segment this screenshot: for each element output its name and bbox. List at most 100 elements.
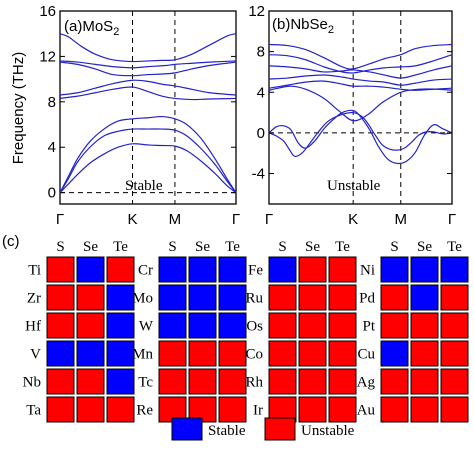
- stability-cell: [188, 312, 217, 339]
- element-label: Ag: [357, 375, 376, 391]
- stability-cell: [188, 284, 217, 311]
- column-header: Te: [447, 239, 462, 255]
- stability-cell: [268, 340, 297, 367]
- stability-cell: [106, 340, 135, 367]
- element-label: Re: [136, 403, 153, 419]
- stability-cell: [158, 368, 187, 395]
- phonon-band-3: [59, 61, 237, 77]
- stability-grid: S Se Te Ti Zr Hf V Nb Ta S Se Te Cr Mo W Mn Tc Re S Se Te Fe R…: [23, 239, 469, 423]
- panel-a: 0 4 8 12 16 Γ K M Γ (a)MoS2 Stable Frequency (T…: [10, 3, 240, 228]
- stability-cell: [158, 340, 187, 367]
- phonon-band-8: [268, 111, 453, 158]
- stability-cell: [380, 396, 409, 423]
- element-label: Cu: [357, 347, 375, 363]
- element-label: Pt: [362, 319, 375, 335]
- stability-cell: [410, 256, 439, 283]
- element-label: Au: [357, 403, 376, 419]
- panel-b-annotation: Unstable: [327, 178, 381, 194]
- panel-a-annotation: Stable: [125, 178, 163, 194]
- stability-cell: [380, 312, 409, 339]
- legend-stable-swatch: [171, 417, 203, 441]
- stability-cell: [218, 284, 247, 311]
- y-tick-label: 4: [257, 84, 265, 101]
- panel-c-label: (c): [2, 233, 20, 250]
- element-label: W: [139, 319, 154, 335]
- column-header: Se: [417, 239, 432, 255]
- stability-cell: [188, 340, 217, 367]
- y-tick-label: 0: [48, 185, 56, 202]
- stability-cell: [298, 396, 327, 423]
- stability-cell: [298, 368, 327, 395]
- stability-cell: [76, 312, 105, 339]
- stability-cell: [106, 312, 135, 339]
- panel-b-label: (b)NbSe2: [272, 16, 334, 36]
- element-label: Fe: [248, 263, 263, 279]
- stability-cell: [46, 340, 75, 367]
- phonon-band-7: [59, 128, 237, 194]
- stability-group-3: S Se Te Fe Ru Os Co Rh Ir: [245, 239, 357, 423]
- stability-cell: [440, 368, 469, 395]
- x-tick-label: Γ: [448, 211, 456, 228]
- y-tick-label: -4: [252, 166, 265, 183]
- panel-a-bands: [59, 33, 237, 194]
- stability-cell: [298, 312, 327, 339]
- stability-cell: [380, 368, 409, 395]
- stability-cell: [440, 256, 469, 283]
- element-label: Ta: [26, 403, 41, 419]
- x-tick-label: Γ: [56, 211, 64, 228]
- stability-cell: [268, 368, 297, 395]
- stability-cell: [298, 284, 327, 311]
- panel-b-guides: [269, 11, 452, 204]
- stability-cell: [46, 396, 75, 423]
- stability-cell: [218, 396, 247, 423]
- stability-cell: [410, 312, 439, 339]
- panel-b: -4 0 4 8 12 Γ K M Γ (b)NbSe2 Unstable: [248, 3, 456, 228]
- x-tick-label: K: [128, 211, 138, 228]
- stability-cell: [158, 284, 187, 311]
- y-axis-label: Frequency (THz): [10, 52, 27, 165]
- stability-cell: [46, 312, 75, 339]
- stability-cell: [268, 284, 297, 311]
- stability-cell: [188, 368, 217, 395]
- y-tick-label: 12: [248, 3, 265, 20]
- phonon-band-6: [59, 115, 237, 193]
- legend-unstable-label: Unstable: [301, 423, 355, 439]
- panel-a-frame: [59, 10, 237, 205]
- legend: Stable Unstable: [171, 417, 355, 441]
- stability-cell: [76, 256, 105, 283]
- element-label: Mo: [132, 291, 153, 307]
- stability-cell: [298, 256, 327, 283]
- panel-b-yticks: -4 0 4 8 12: [248, 3, 452, 183]
- element-label: V: [30, 347, 41, 363]
- phonon-band-4: [268, 74, 453, 86]
- y-tick-label: 16: [39, 3, 56, 20]
- stability-cell: [76, 396, 105, 423]
- phonon-band-5: [59, 86, 237, 101]
- phonon-band-4: [59, 79, 237, 96]
- stability-group-1: S Se Te Ti Zr Hf V Nb Ta: [23, 239, 135, 423]
- element-label: Nb: [23, 375, 41, 391]
- element-label: Ru: [245, 291, 263, 307]
- element-label: Ir: [253, 403, 263, 419]
- stability-cell: [188, 256, 217, 283]
- stability-cell: [268, 256, 297, 283]
- column-header: S: [390, 239, 398, 255]
- stability-cell: [298, 340, 327, 367]
- phonon-band-1: [59, 33, 237, 63]
- stability-cell: [218, 368, 247, 395]
- panel-b-frame: [268, 10, 453, 205]
- stability-cell: [380, 340, 409, 367]
- stability-group-4: S Se Te Ni Pd Pt Cu Ag Au: [357, 239, 469, 423]
- legend-unstable-swatch: [264, 417, 296, 441]
- stability-cell: [328, 340, 357, 367]
- element-label: Hf: [25, 319, 41, 335]
- stability-cell: [218, 340, 247, 367]
- column-header: S: [168, 239, 176, 255]
- x-tick-label: Γ: [232, 211, 240, 228]
- element-label: Cr: [138, 263, 153, 279]
- element-label: Zr: [27, 291, 41, 307]
- y-tick-label: 4: [48, 139, 56, 156]
- stability-cell: [76, 368, 105, 395]
